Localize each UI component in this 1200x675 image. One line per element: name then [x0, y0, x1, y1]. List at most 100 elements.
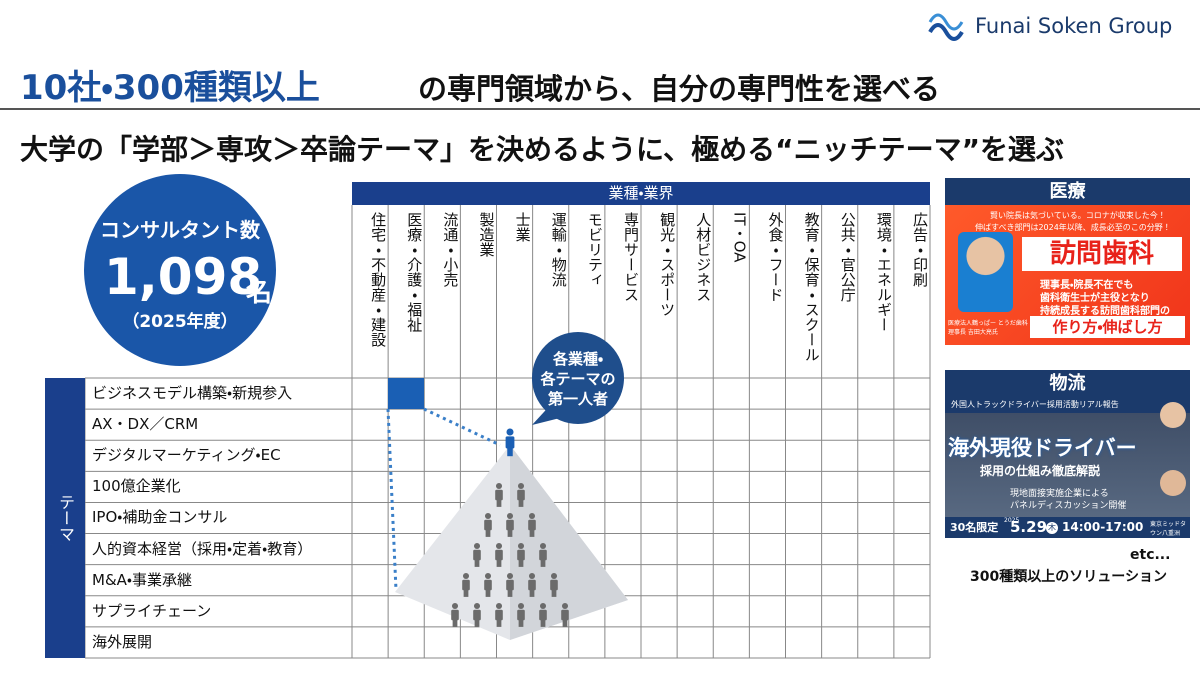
highlight-cell	[388, 378, 425, 410]
person-icon	[506, 572, 514, 580]
person-icon	[539, 542, 547, 550]
person-icon	[484, 512, 492, 520]
row-label: 100億企業化	[92, 477, 181, 496]
person-icon	[506, 579, 514, 591]
banner-top: 外国人トラックドライバー採用活動リアル報告	[945, 397, 1190, 413]
person-icon	[517, 489, 525, 501]
person-icon	[462, 572, 470, 580]
person-icon	[451, 602, 459, 610]
banner-headline: 訪問歯科	[1022, 237, 1182, 271]
person-icon	[484, 519, 492, 531]
person-icon	[540, 559, 546, 567]
person-icon	[462, 579, 470, 591]
row-header-band	[45, 378, 85, 658]
column-label: 士業	[513, 212, 532, 242]
speaker-photo	[1160, 402, 1186, 428]
connector	[386, 408, 398, 591]
person-icon	[518, 559, 524, 567]
column-label: 環境・エネルギー	[874, 212, 893, 332]
person-icon	[496, 499, 502, 507]
person-icon	[495, 609, 503, 621]
column-label: 公共・官公庁	[838, 212, 857, 302]
speaker-photo	[1160, 470, 1186, 496]
person-icon	[529, 529, 535, 537]
person-icon	[506, 512, 514, 520]
person-icon	[540, 619, 546, 627]
person-icon	[452, 619, 458, 627]
column-header: 業種・業界	[352, 182, 930, 205]
speaker-photo	[958, 232, 1013, 312]
title-highlight: 10社・300種類以上	[20, 68, 320, 108]
person-icon	[517, 602, 525, 610]
banner-venue: 東京ミッドタウン八重洲	[1150, 521, 1187, 537]
stats-circle	[84, 174, 276, 366]
person-icon	[528, 512, 536, 520]
person-icon	[474, 559, 480, 567]
case-banner	[945, 397, 1190, 538]
person-icon	[484, 579, 492, 591]
row-label: AX・DX／CRM	[92, 415, 199, 434]
person-icon	[474, 619, 480, 627]
person-icon	[496, 559, 502, 567]
stats-label: コンサルタント数	[100, 218, 260, 242]
person-icon	[507, 447, 513, 457]
person-icon	[528, 519, 536, 531]
banner-footer	[945, 517, 1190, 538]
person-icon	[484, 572, 492, 580]
banner-text: 賢い院長は気づいている。コロナが収束した今！	[990, 211, 1166, 220]
logo-mark	[928, 13, 964, 31]
stats-number: 1,098	[104, 248, 263, 306]
person-icon	[507, 529, 513, 537]
person-icon	[529, 589, 535, 597]
person-icon	[495, 602, 503, 610]
person-icon	[550, 579, 558, 591]
person-icon	[539, 609, 547, 621]
person-icon	[539, 602, 547, 610]
column-label: 広告・印刷	[911, 212, 929, 287]
person-icon	[517, 549, 525, 561]
person-icon	[518, 499, 524, 507]
person-icon	[561, 602, 569, 610]
person-icon	[496, 619, 502, 627]
banner-time: 14:00-17:00	[1062, 520, 1144, 534]
person-icon	[518, 619, 524, 627]
banner-text: 理事長・院長不在でも	[1040, 280, 1134, 291]
person-icon	[528, 572, 536, 580]
person-icon	[507, 589, 513, 597]
title: の専門領域から、自分の専門性を選べる	[418, 72, 941, 106]
person-icon	[463, 589, 469, 597]
column-label: 外食・フード	[766, 212, 785, 302]
person-icon	[485, 589, 491, 597]
person-icon	[473, 542, 481, 550]
footer-etc: etc...	[1130, 547, 1171, 563]
person-icon	[551, 589, 557, 597]
row-label: サプライチェーン	[92, 601, 212, 620]
person-icon	[473, 602, 481, 610]
person-icon	[495, 549, 503, 561]
person-icon	[517, 482, 525, 490]
column-label: 人材ビジネス	[694, 212, 713, 302]
callout-bubble	[532, 332, 624, 424]
stats-year: （2025年度）	[122, 312, 238, 332]
case-label: 物流	[945, 370, 1190, 397]
banner-speaker: 医療法人鶴っぱー とうだ歯科 理事長 吉田大亮氏	[948, 320, 1028, 336]
footer-note: 300種類以上のソリューション	[970, 569, 1167, 585]
column-label: 運輸・物流	[549, 212, 568, 287]
column-label: IT・OA	[730, 212, 749, 263]
person-icon	[473, 609, 481, 621]
subtitle: 大学の「学部＞専攻＞卒論テーマ」を決めるように、極める“ニッチテーマ”を選ぶ	[20, 133, 1064, 166]
person-icon	[517, 609, 525, 621]
person-icon	[505, 436, 515, 449]
banner-limit: 30名限定	[950, 521, 999, 534]
banner-sub: 採用の仕組み徹底解説	[980, 464, 1101, 478]
person-icon	[495, 482, 503, 490]
stats-unit: 名	[246, 278, 273, 308]
person-icon	[495, 489, 503, 501]
row-label: IPO・補助金コンサル	[92, 508, 228, 527]
row-header: テーマ	[56, 494, 75, 542]
pyramid-side	[510, 445, 628, 640]
case-label: 医療	[945, 178, 1190, 205]
row-label: ビジネスモデル構築・新規参入	[92, 384, 293, 402]
person-icon	[495, 542, 503, 550]
